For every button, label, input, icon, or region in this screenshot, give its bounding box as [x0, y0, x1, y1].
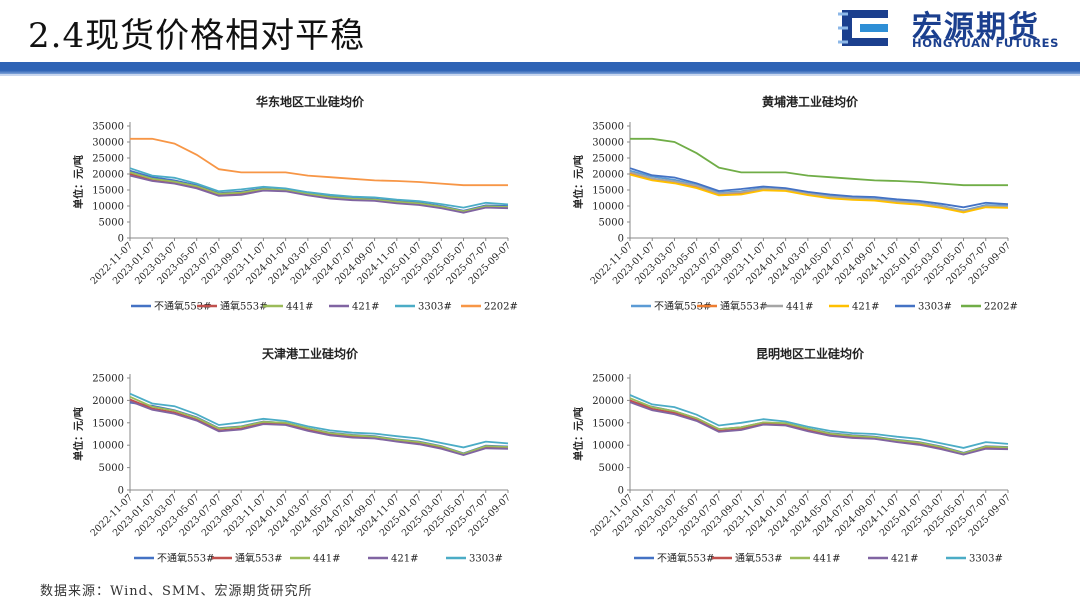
y-tick-label: 5000 — [99, 218, 124, 229]
y-tick-label: 15000 — [92, 186, 124, 197]
y-axis-label: 单位：元/吨 — [572, 407, 585, 461]
series-line — [129, 174, 509, 214]
legend-label: 2202# — [484, 302, 518, 313]
series-line — [129, 398, 509, 456]
y-axis-label: 单位：元/吨 — [572, 155, 585, 209]
hongyuan-logo-icon — [834, 4, 896, 52]
legend-label: 421# — [391, 554, 418, 565]
y-tick-label: 0 — [118, 486, 124, 497]
series-line — [129, 400, 509, 457]
legend-label: 2202# — [984, 302, 1018, 313]
legend-label: 421# — [891, 554, 918, 565]
y-tick-label: 20000 — [592, 170, 624, 181]
series-line — [129, 167, 509, 209]
y-tick-label: 0 — [118, 234, 124, 245]
y-tick-label: 20000 — [592, 396, 624, 407]
legend-label: 通氧553# — [720, 300, 767, 313]
legend-label: 441# — [286, 302, 313, 313]
y-tick-label: 25000 — [592, 154, 624, 165]
y-tick-label: 25000 — [592, 374, 624, 385]
y-tick-label: 5000 — [599, 218, 624, 229]
y-tick-label: 30000 — [592, 138, 624, 149]
legend-label: 441# — [813, 554, 840, 565]
brand-name-en: HONGYUAN FUTURES — [912, 36, 1060, 50]
y-tick-label: 10000 — [592, 202, 624, 213]
legend-label: 441# — [786, 302, 813, 313]
header-band-shadow — [0, 74, 1080, 76]
y-tick-label: 15000 — [592, 418, 624, 429]
y-axis-label: 单位：元/吨 — [72, 155, 85, 209]
series-line — [130, 137, 508, 187]
legend-label: 421# — [852, 302, 879, 313]
legend-label: 通氧553# — [235, 552, 282, 565]
legend-label: 通氧553# — [735, 552, 782, 565]
page-title: 2.4现货价格相对平稳 — [28, 16, 366, 56]
series-line — [629, 167, 1009, 209]
y-tick-label: 5000 — [599, 463, 624, 474]
chart-title: 昆明地区工业硅均价 — [756, 346, 865, 361]
y-tick-label: 25000 — [92, 154, 124, 165]
y-tick-label: 0 — [618, 234, 624, 245]
legend-label: 不通氧553# — [657, 552, 714, 565]
legend-label: 3303# — [418, 302, 452, 313]
y-tick-label: 15000 — [92, 418, 124, 429]
y-tick-label: 10000 — [92, 441, 124, 452]
y-tick-label: 35000 — [592, 122, 624, 133]
chart-title: 黄埔港工业硅均价 — [762, 94, 859, 109]
y-tick-label: 0 — [618, 486, 624, 497]
y-tick-label: 35000 — [92, 122, 124, 133]
legend-label: 3303# — [969, 554, 1003, 565]
y-tick-label: 10000 — [592, 441, 624, 452]
chart-title: 华东地区工业硅均价 — [256, 94, 365, 109]
y-tick-label: 25000 — [92, 374, 124, 385]
chart-title: 天津港工业硅均价 — [262, 346, 359, 361]
y-axis-label: 单位：元/吨 — [72, 407, 85, 461]
y-tick-label: 5000 — [99, 463, 124, 474]
series-line — [629, 401, 1009, 456]
y-tick-label: 15000 — [592, 186, 624, 197]
y-tick-label: 20000 — [92, 170, 124, 181]
data-source-note: 数据来源：Wind、SMM、宏源期货研究所 — [40, 584, 313, 599]
series-line — [629, 171, 1009, 213]
header-band — [0, 62, 1080, 74]
series-line — [629, 394, 1009, 449]
legend-label: 不通氧553# — [157, 552, 214, 565]
series-line — [630, 137, 1008, 187]
legend-label: 通氧553# — [220, 300, 267, 313]
legend-label: 441# — [313, 554, 340, 565]
series-line — [129, 171, 509, 213]
series-line — [629, 397, 1009, 455]
series-line — [129, 392, 509, 449]
chart-tianjin-port: 天津港工业硅均价单位：元/吨05000100001500020000250002… — [72, 346, 513, 565]
legend-label: 不通氧553# — [654, 300, 711, 313]
y-tick-label: 20000 — [92, 396, 124, 407]
legend-label: 不通氧553# — [154, 300, 211, 313]
y-tick-label: 30000 — [92, 138, 124, 149]
brand-logo: 宏源期货 HONGYUAN FUTURES — [830, 0, 1080, 58]
brand-name-cn: 宏源期货 — [912, 10, 1040, 45]
legend-label: 421# — [352, 302, 379, 313]
y-tick-label: 10000 — [92, 202, 124, 213]
legend-label: 3303# — [469, 554, 503, 565]
series-line — [629, 173, 1009, 214]
series-line — [129, 395, 509, 455]
legend-label: 3303# — [918, 302, 952, 313]
